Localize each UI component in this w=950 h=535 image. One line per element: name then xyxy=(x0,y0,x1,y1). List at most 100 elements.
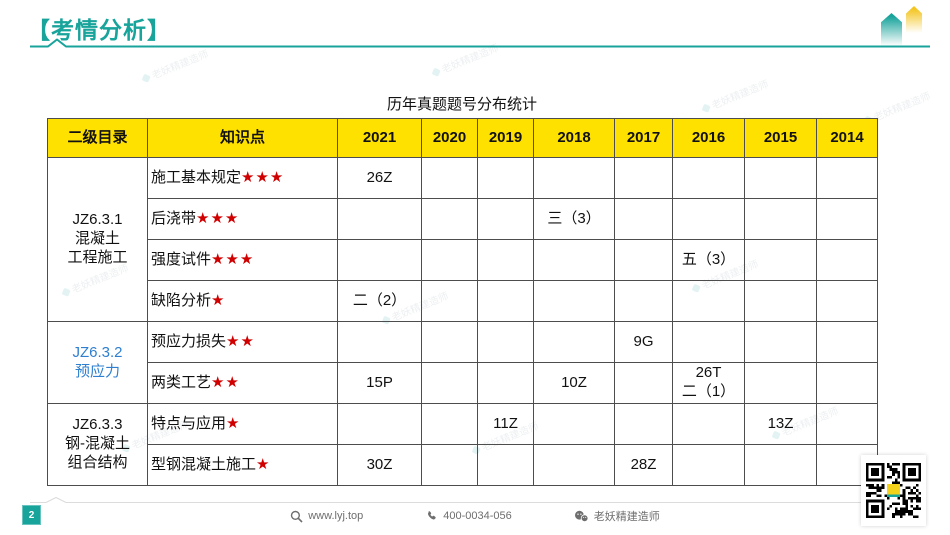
year-cell xyxy=(533,280,615,322)
year-cell xyxy=(744,157,817,199)
page-title: 【考情分析】 xyxy=(27,17,171,43)
year-cell: 13Z xyxy=(744,403,817,445)
table-row: JZ6.3.2 预应力 预应力损失★★ 9G xyxy=(47,321,878,404)
year-cell: 28Z xyxy=(614,444,673,486)
year-cell: 二（2） xyxy=(337,280,422,322)
topic-cell: 施工基本规定★★★ xyxy=(147,157,338,199)
column-header-2021: 2021 xyxy=(337,118,422,158)
year-cell xyxy=(337,198,422,240)
topic-cell: 预应力损失★★ xyxy=(147,321,338,363)
footer-wechat: 老妖精建造师 xyxy=(574,508,660,524)
footer-website: www.lyj.top xyxy=(290,510,363,523)
year-cell xyxy=(477,321,534,363)
year-cell xyxy=(337,239,422,281)
year-cell xyxy=(672,403,745,445)
year-cell xyxy=(614,362,673,404)
footer-phone-label: 400-0034-056 xyxy=(443,510,512,522)
importance-stars: ★★★ xyxy=(211,250,255,268)
year-cell xyxy=(672,198,745,240)
footer-website-label: www.lyj.top xyxy=(308,510,364,522)
topic-label: 缺陷分析 xyxy=(151,291,212,309)
importance-stars: ★★ xyxy=(211,373,240,391)
year-cell: 11Z xyxy=(477,403,534,445)
column-header-2019: 2019 xyxy=(477,118,534,158)
year-cell xyxy=(337,403,422,445)
column-header-2020: 2020 xyxy=(421,118,478,158)
topic-cell: 后浇带★★★ xyxy=(147,198,338,240)
table-row: 缺陷分析★ 二（2） xyxy=(48,280,878,322)
topic-label: 型钢混凝土施工 xyxy=(151,455,257,473)
importance-stars: ★ xyxy=(211,291,226,309)
year-cell: 三（3） xyxy=(533,198,615,240)
importance-stars: ★ xyxy=(256,455,271,473)
topic-label: 施工基本规定 xyxy=(151,168,242,186)
column-header-2018: 2018 xyxy=(533,118,615,158)
year-cell: 9G xyxy=(614,321,673,363)
year-cell xyxy=(614,198,673,240)
wechat-icon xyxy=(574,510,589,523)
year-cell xyxy=(421,198,478,240)
year-cell: 10Z xyxy=(533,362,615,404)
topic-cell: 强度试件★★★ xyxy=(147,239,338,281)
table-row: 型钢混凝土施工★ 30Z 28Z xyxy=(48,444,878,486)
exam-distribution-table: 二级目录 知识点 2021 2020 2019 2018 2017 2016 2015 2014 J… xyxy=(47,118,878,486)
year-cell xyxy=(744,362,817,404)
year-cell xyxy=(816,280,878,322)
year-cell xyxy=(614,239,673,281)
table-row: JZ6.3.1 混凝土 工程施工 施工基本规定★★★ 26Z xyxy=(47,157,878,322)
year-cell xyxy=(672,321,745,363)
topic-label: 后浇带 xyxy=(151,209,197,227)
importance-stars: ★ xyxy=(226,414,241,432)
year-cell xyxy=(816,403,878,445)
year-cell: 五（3） xyxy=(672,239,745,281)
teal-house-icon xyxy=(881,13,902,46)
year-cell: 30Z xyxy=(337,444,422,486)
watermark: 老妖精建造师 xyxy=(140,45,210,85)
topic-cell: 型钢混凝土施工★ xyxy=(147,444,338,486)
year-cell xyxy=(614,157,673,199)
watermark: 老妖精建造师 xyxy=(430,39,500,79)
year-cell xyxy=(477,198,534,240)
year-cell xyxy=(816,239,878,281)
topic-cell: 两类工艺★★ xyxy=(147,362,338,404)
group-cell: JZ6.3.2 预应力 xyxy=(47,321,148,404)
table-row: JZ6.3.3 钢-混凝土 组合结构 特点与应用★ 11Z 13Z xyxy=(47,403,878,486)
topic-label: 特点与应用 xyxy=(151,414,227,432)
year-cell xyxy=(672,280,745,322)
year-cell xyxy=(744,280,817,322)
column-header-知识点: 知识点 xyxy=(147,118,338,158)
table-title: 历年真题题号分布统计 xyxy=(386,96,537,113)
yellow-house-icon xyxy=(906,6,922,33)
year-cell: 15P xyxy=(337,362,422,404)
year-cell xyxy=(477,157,534,199)
year-cell xyxy=(533,403,615,445)
year-cell xyxy=(816,157,878,199)
topic-cell: 特点与应用★ xyxy=(147,403,338,445)
year-cell xyxy=(816,321,878,363)
year-cell xyxy=(744,444,817,486)
search-icon xyxy=(290,510,303,523)
year-cell: 26T 二（1） xyxy=(672,362,745,404)
footer-phone: 400-0034-056 xyxy=(425,510,512,523)
year-cell xyxy=(744,198,817,240)
footer-divider xyxy=(30,497,920,503)
qr-code xyxy=(861,455,926,526)
year-cell xyxy=(337,321,422,363)
footer-bar: www.lyj.top 400-0034-056 老妖精建造师 xyxy=(0,508,950,524)
year-cell xyxy=(672,157,745,199)
page-number-badge: 2 xyxy=(22,505,41,525)
year-cell xyxy=(816,362,878,404)
year-cell xyxy=(421,362,478,404)
group-cell: JZ6.3.3 钢-混凝土 组合结构 xyxy=(47,403,148,486)
year-cell: 26Z xyxy=(337,157,422,199)
year-cell xyxy=(672,444,745,486)
year-cell xyxy=(614,403,673,445)
column-header-2015: 2015 xyxy=(744,118,817,158)
year-cell xyxy=(477,362,534,404)
year-cell xyxy=(533,444,615,486)
year-cell xyxy=(421,444,478,486)
importance-stars: ★★ xyxy=(226,332,255,350)
year-cell xyxy=(421,321,478,363)
year-cell xyxy=(421,157,478,199)
